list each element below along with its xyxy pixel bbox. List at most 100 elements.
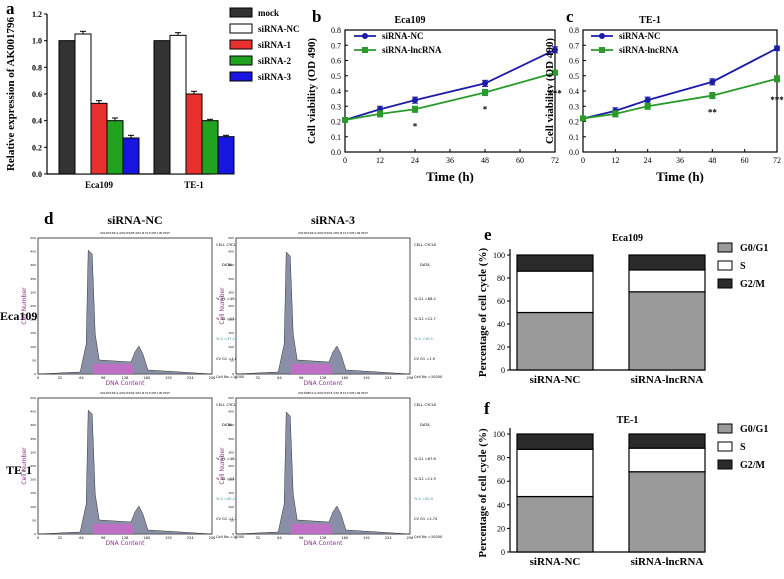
cv-value: CV G1 =1.9: [414, 357, 436, 361]
s-phase-gate: [93, 524, 133, 534]
x-tick-label: 64: [277, 536, 282, 540]
segment-G0/G1-siRNA-lncRNA: [628, 471, 706, 553]
plot-frame: [235, 397, 411, 535]
x-tick-label: 72: [551, 156, 559, 165]
chart-title: Eca109: [612, 233, 643, 244]
data-point: [552, 46, 558, 53]
y-tick-label: 0.2: [32, 143, 42, 152]
g1-percent: % G1 =49.8: [216, 297, 238, 301]
y-tick-label: 60: [497, 297, 505, 306]
x-tick-label: 36: [446, 156, 454, 165]
cell-count: Cell No =10000: [216, 535, 245, 539]
bar-siRNA-1-TE-1: [185, 93, 203, 175]
x-tick-label: siRNA-NC: [530, 374, 581, 386]
y-tick-label: 350: [30, 277, 36, 281]
g2-percent: % G2 =13.6: [216, 317, 238, 321]
legend-label: G0/G1: [740, 424, 768, 435]
segment-G2/M-siRNA-NC: [516, 254, 594, 272]
y-tick-label: 250: [228, 464, 234, 468]
y-axis-label: Cell Number: [21, 447, 28, 485]
legend-swatch-S: [717, 260, 733, 271]
y-tick-label: 200: [30, 318, 36, 322]
y-tick-label: 350: [30, 437, 36, 441]
y-tick-label: 40: [497, 501, 505, 510]
legend-label: siRNA-2: [258, 56, 291, 66]
y-tick-label: 0: [501, 366, 505, 375]
y-axis-label: Cell Number: [21, 287, 28, 325]
x-tick-label: siRNA-lncRNA: [631, 374, 704, 386]
segment-G0/G1-siRNA-NC: [516, 495, 594, 553]
y-tick-label: 300: [228, 290, 234, 294]
x-tick-label: 192: [165, 376, 172, 380]
segment-S-siRNA-lncRNA: [628, 269, 706, 293]
legend-label: siRNA-1: [258, 40, 291, 50]
y-tick-label: 450: [30, 250, 36, 254]
y-tick-label: 0: [501, 548, 505, 557]
legend-swatch-G0/G1: [717, 423, 733, 434]
data-point: [709, 92, 716, 99]
legend-swatch-siRNA-3: [229, 71, 253, 82]
y-tick-label: 0: [34, 532, 36, 536]
chart-title: Eca109: [394, 15, 425, 26]
y-tick-label: 0.7: [569, 41, 579, 50]
y-tick-label: 0.4: [569, 87, 579, 96]
y-tick-label: 300: [30, 450, 36, 454]
x-tick-label: 256: [407, 536, 414, 540]
x-tick-label: 0: [235, 536, 237, 540]
segment-G2/M-siRNA-lncRNA: [628, 433, 706, 449]
segment-S-siRNA-NC: [516, 448, 594, 498]
segment-G0/G1-siRNA-lncRNA: [628, 291, 706, 371]
data-label: DATA: [222, 422, 232, 427]
y-tick-label: 0: [34, 372, 36, 376]
y-tick-label: 0.3: [331, 102, 341, 111]
y-tick-label: 0.3: [569, 102, 579, 111]
y-axis-label: Percentage of cell cycle (%): [477, 248, 489, 378]
x-tick-label: 32: [256, 536, 260, 540]
cell-cycle-header: CELL CYCLE: [216, 402, 239, 407]
y-tick-label: 60: [497, 477, 505, 486]
s-phase-gate: [93, 364, 133, 374]
x-tick-label: 160: [143, 536, 150, 540]
data-point: [644, 103, 651, 110]
y-tick-label: 400: [30, 263, 36, 267]
data-point: [342, 116, 348, 123]
y-tick-label: 150: [30, 491, 36, 495]
data-point: [774, 45, 780, 52]
plot-frame: [37, 237, 213, 375]
significance-mark: *: [413, 121, 418, 131]
y-tick-label: 250: [30, 304, 36, 308]
data-label: DATA: [222, 262, 232, 267]
x-axis-label: DNA Content: [304, 540, 344, 547]
y-tick-label: 200: [228, 318, 234, 322]
y-tick-label: 450: [30, 410, 36, 414]
legend-label: G2/M: [740, 460, 766, 471]
y-tick-label: 20: [497, 343, 505, 352]
y-tick-label: 150: [228, 491, 234, 495]
data-point: [412, 97, 418, 104]
y-tick-label: 80: [497, 274, 505, 283]
file-name: 20190807-0-0091T074 070 B FL3 INT LIN HI…: [298, 391, 368, 395]
cell-count: Cell No =10000: [414, 535, 443, 539]
segment-S-siRNA-lncRNA: [628, 447, 706, 473]
cell-cycle-header: CELL CYCLE: [414, 402, 437, 407]
legend-swatch-G2/M: [717, 278, 733, 289]
flow-plot-0: 20190728-0-0091T005 002 B FL3 INT LIN HI…: [21, 231, 245, 387]
significance-mark: *: [483, 105, 488, 115]
legend-label: siRNA-3: [258, 72, 291, 82]
y-tick-label: 250: [228, 304, 234, 308]
bar-siRNA-1-Eca109: [90, 102, 108, 175]
x-tick-label: 0: [37, 536, 39, 540]
y-tick-label: 0.8: [331, 26, 341, 35]
g1-percent: % G1 =68.2: [414, 297, 436, 301]
y-tick-label: 0.5: [331, 72, 341, 81]
dna-histogram: [37, 409, 213, 535]
x-tick-label: 160: [341, 376, 348, 380]
y-tick-label: 400: [228, 423, 234, 427]
y-tick-label: 400: [228, 263, 234, 267]
legend-swatch-S: [717, 441, 733, 452]
cv-value: CV G1 =1.6: [216, 357, 238, 361]
chart-title: TE-1: [639, 15, 661, 26]
chart-e: Eca109 0 20 40 60 80 100 Percentage of cell cyc…: [477, 233, 768, 386]
legend-label: siRNA-NC: [619, 31, 661, 41]
legend-marker: [599, 33, 605, 39]
